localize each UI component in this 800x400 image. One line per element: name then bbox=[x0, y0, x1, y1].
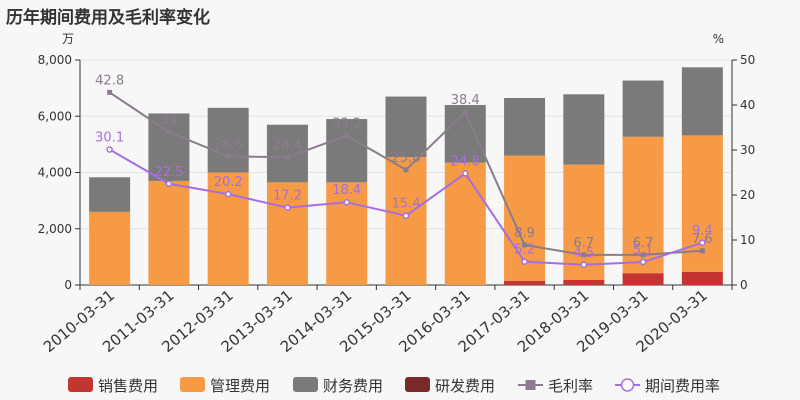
legend-label: 销售费用 bbox=[98, 377, 158, 395]
legend-label: 毛利率 bbox=[548, 377, 593, 395]
y-tick-label-right: 40 bbox=[740, 98, 755, 112]
bar-销售费用 bbox=[681, 271, 723, 285]
bar-财务费用 bbox=[148, 113, 190, 181]
point-毛利率 bbox=[403, 167, 409, 173]
point-毛利率 bbox=[699, 248, 705, 254]
data-label-期间费用率: 22.5 bbox=[154, 165, 183, 180]
data-label-毛利率: 34 bbox=[161, 113, 178, 128]
data-label-毛利率: 28.6 bbox=[214, 137, 243, 152]
legend-marker bbox=[620, 378, 635, 392]
bar-管理费用 bbox=[563, 164, 605, 280]
point-期间费用率 bbox=[224, 190, 232, 198]
data-label-期间费用率: 24.8 bbox=[451, 154, 480, 169]
legend-label: 财务费用 bbox=[323, 377, 383, 395]
point-期间费用率 bbox=[106, 146, 113, 153]
data-label-毛利率: 8.9 bbox=[514, 226, 535, 241]
data-label-毛利率: 6.7 bbox=[573, 236, 594, 251]
bar-财务费用 bbox=[504, 97, 546, 156]
bar-财务费用 bbox=[326, 119, 368, 183]
data-label-毛利率: 7.6 bbox=[692, 232, 713, 247]
data-label-毛利率: 38.4 bbox=[451, 93, 480, 108]
y-unit-left: 万 bbox=[62, 32, 74, 46]
legend-label: 管理费用 bbox=[210, 377, 270, 395]
bar-销售费用 bbox=[563, 279, 605, 285]
legend-swatch bbox=[180, 377, 205, 392]
y-tick-label-right: 20 bbox=[740, 188, 755, 202]
point-期间费用率 bbox=[402, 212, 410, 219]
bar-管理费用 bbox=[148, 180, 190, 285]
legend-swatch bbox=[293, 377, 318, 392]
point-期间费用率 bbox=[165, 180, 173, 187]
data-label-期间费用率: 4.5 bbox=[573, 246, 594, 261]
data-label-毛利率: 25.6 bbox=[392, 151, 421, 166]
y-tick-label-left: 6,000 bbox=[38, 109, 72, 123]
y-unit-right: % bbox=[713, 32, 724, 46]
legend-swatch bbox=[68, 377, 93, 392]
legend-label: 期间费用率 bbox=[645, 377, 720, 395]
legend-label: 研发费用 bbox=[435, 377, 495, 395]
point-毛利率 bbox=[522, 242, 528, 248]
point-期间费用率 bbox=[343, 198, 350, 206]
point-毛利率 bbox=[581, 252, 587, 258]
point-毛利率 bbox=[344, 133, 350, 139]
data-label-毛利率: 6.7 bbox=[633, 236, 654, 251]
legend-marker bbox=[525, 380, 536, 390]
bar-管理费用 bbox=[622, 136, 664, 274]
bar-管理费用 bbox=[385, 157, 427, 285]
bar-财务费用 bbox=[266, 124, 308, 183]
y-tick-label-left: 0 bbox=[64, 278, 72, 292]
data-label-期间费用率: 17.2 bbox=[273, 189, 302, 204]
data-label-期间费用率: 5.1 bbox=[633, 243, 654, 258]
point-毛利率 bbox=[166, 129, 172, 135]
point-毛利率 bbox=[462, 109, 468, 115]
bar-财务费用 bbox=[622, 80, 664, 137]
bar-销售费用 bbox=[622, 273, 664, 285]
point-毛利率 bbox=[225, 153, 231, 159]
y-tick-label-left: 8,000 bbox=[38, 53, 72, 67]
point-毛利率 bbox=[284, 154, 290, 160]
point-期间费用率 bbox=[580, 261, 588, 268]
bar-财务费用 bbox=[385, 96, 427, 158]
point-期间费用率 bbox=[462, 170, 469, 177]
point-期间费用率 bbox=[699, 239, 706, 246]
data-label-期间费用率: 30.1 bbox=[95, 131, 124, 146]
legend-swatch bbox=[405, 377, 430, 392]
y-tick-label-right: 30 bbox=[740, 143, 755, 157]
y-tick-label-right: 0 bbox=[740, 278, 748, 292]
data-label-期间费用率: 20.2 bbox=[214, 175, 243, 190]
bar-管理费用 bbox=[89, 211, 131, 285]
chart-title: 历年期间费用及毛利率变化 bbox=[6, 8, 210, 28]
y-tick-label-left: 2,000 bbox=[38, 222, 72, 236]
data-label-期间费用率: 15.4 bbox=[392, 197, 421, 212]
point-期间费用率 bbox=[284, 204, 291, 211]
bar-财务费用 bbox=[563, 94, 605, 165]
bar-管理费用 bbox=[266, 182, 308, 285]
point-期间费用率 bbox=[639, 258, 647, 266]
data-label-毛利率: 28.4 bbox=[273, 138, 302, 153]
bar-管理费用 bbox=[444, 162, 486, 285]
data-label-期间费用率: 18.4 bbox=[332, 183, 361, 198]
bar-财务费用 bbox=[89, 177, 131, 212]
data-label-毛利率: 42.8 bbox=[95, 73, 124, 88]
data-label-毛利率: 33.2 bbox=[332, 117, 361, 132]
y-tick-label-right: 10 bbox=[740, 233, 755, 247]
y-tick-label-right: 50 bbox=[740, 53, 755, 67]
point-毛利率 bbox=[640, 252, 646, 258]
bar-销售费用 bbox=[504, 280, 546, 285]
y-tick-label-left: 4,000 bbox=[38, 166, 72, 180]
bar-财务费用 bbox=[207, 107, 249, 173]
data-label-期间费用率: 9.4 bbox=[692, 224, 713, 239]
point-毛利率 bbox=[107, 89, 113, 95]
point-期间费用率 bbox=[521, 258, 528, 265]
data-label-期间费用率: 5.2 bbox=[514, 243, 535, 258]
bar-财务费用 bbox=[681, 67, 723, 136]
